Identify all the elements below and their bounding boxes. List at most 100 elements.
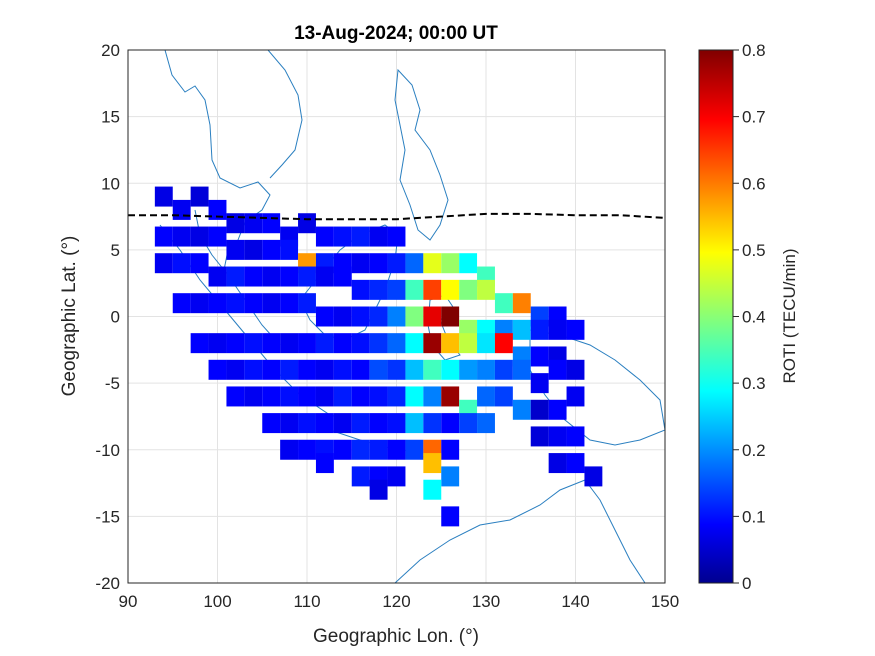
colorbar-tick-label: 0 (742, 574, 751, 593)
roti-cell (441, 279, 460, 300)
roti-cell (172, 199, 191, 220)
colorbar-label: ROTI (TECU/min) (780, 248, 799, 383)
roti-cell (566, 319, 585, 340)
roti-cell (494, 359, 513, 380)
roti-cell (208, 199, 227, 220)
roti-cell (315, 359, 334, 380)
roti-cell (405, 253, 424, 274)
roti-cell (548, 359, 567, 380)
roti-cell (351, 466, 370, 487)
roti-cell (244, 213, 263, 234)
roti-cell (459, 413, 478, 434)
roti-cell (548, 319, 567, 340)
y-tick-label: -20 (95, 574, 120, 593)
roti-cell (333, 333, 352, 354)
roti-cell (315, 306, 334, 327)
colorbar-tick-label: 0.6 (742, 174, 766, 193)
roti-cell (351, 333, 370, 354)
roti-cell (280, 293, 299, 314)
roti-cell (441, 333, 460, 354)
roti-cell (548, 399, 567, 420)
roti-cell (405, 386, 424, 407)
roti-cell (280, 413, 299, 434)
roti-cell (423, 333, 442, 354)
roti-cell (333, 306, 352, 327)
colorbar-tick-label: 0.8 (742, 41, 766, 60)
y-tick-label: 15 (101, 108, 120, 127)
roti-cell (262, 386, 281, 407)
roti-cell (333, 439, 352, 460)
roti-cell (280, 266, 299, 287)
roti-cell (369, 279, 388, 300)
roti-cell (208, 266, 227, 287)
roti-cell (423, 453, 442, 474)
roti-cell (494, 333, 513, 354)
roti-cell (387, 306, 406, 327)
roti-cell (172, 226, 191, 247)
roti-cell (154, 226, 173, 247)
roti-cell (208, 333, 227, 354)
roti-cell (262, 213, 281, 234)
roti-cell (351, 253, 370, 274)
roti-cell (423, 386, 442, 407)
roti-cell (477, 359, 495, 380)
roti-cell (441, 413, 460, 434)
magnetic-equator-line (128, 212, 665, 221)
roti-cell (298, 413, 316, 434)
roti-cell (530, 346, 549, 367)
roti-cell (226, 359, 245, 380)
colorbar-tick-label: 0.7 (742, 108, 766, 127)
roti-cell (244, 359, 263, 380)
coastline-philippines (394, 68, 449, 241)
roti-cell (190, 333, 209, 354)
roti-cell (459, 253, 478, 274)
roti-cell (315, 226, 334, 247)
roti-cell (298, 333, 316, 354)
roti-cell (387, 439, 406, 460)
roti-cell (351, 306, 370, 327)
roti-cell (190, 253, 209, 274)
x-axis-label: Geographic Lon. (°) (313, 626, 479, 647)
roti-cell (405, 413, 424, 434)
coastline-new-guinea (529, 329, 665, 446)
colorbar-tick-label: 0.5 (742, 241, 766, 260)
roti-cell (298, 386, 316, 407)
roti-cell (244, 266, 263, 287)
roti-cell (387, 279, 406, 300)
y-tick-label: 0 (111, 308, 120, 327)
roti-cell (441, 466, 460, 487)
roti-cell (226, 333, 245, 354)
roti-cell (530, 319, 549, 340)
roti-cell (405, 279, 424, 300)
roti-cell (172, 253, 191, 274)
roti-cell (441, 386, 460, 407)
roti-cell (566, 453, 585, 474)
roti-cell (244, 386, 263, 407)
y-tick-label: 20 (101, 41, 120, 60)
roti-cell (387, 386, 406, 407)
roti-cell (387, 466, 406, 487)
roti-cell (208, 359, 227, 380)
roti-cell (154, 253, 173, 274)
roti-cell (530, 426, 549, 447)
colorbar-tick-label: 0.4 (742, 308, 766, 327)
roti-cell (423, 479, 442, 500)
roti-cell (387, 253, 406, 274)
roti-cell (369, 386, 388, 407)
roti-cell (298, 266, 316, 287)
roti-cell (512, 319, 531, 340)
roti-cell (333, 266, 352, 287)
colorbar-ticks: 0.8 0.7 0.6 0.5 0.4 0.3 0.2 0.1 0 (733, 41, 766, 593)
roti-cell (405, 359, 424, 380)
roti-cell (351, 439, 370, 460)
roti-cell (333, 386, 352, 407)
roti-cell (262, 293, 281, 314)
roti-cell (387, 226, 406, 247)
roti-cell (226, 293, 245, 314)
roti-cell (369, 359, 388, 380)
roti-cell (315, 413, 334, 434)
roti-cell (208, 293, 227, 314)
roti-cell (280, 439, 299, 460)
plot-frame (127, 49, 666, 584)
roti-cell (333, 413, 352, 434)
